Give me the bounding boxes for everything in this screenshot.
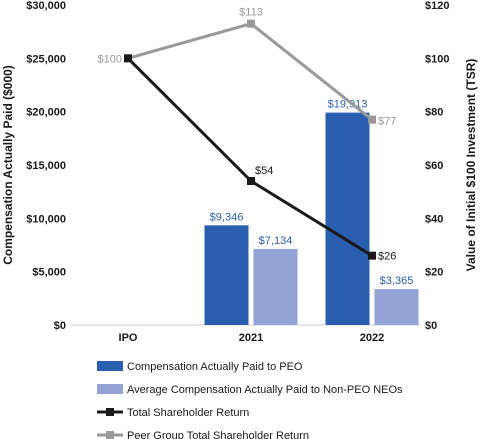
left-tick-label: $15,000 bbox=[26, 160, 66, 172]
line-data-label: $113 bbox=[239, 7, 263, 19]
right-axis-ticks: $0 $20 $40 $60 $80 $100 $120 bbox=[425, 0, 449, 332]
legend-label: Compensation Actually Paid to PEO bbox=[127, 361, 303, 373]
legend-swatch bbox=[97, 361, 123, 371]
legend: Compensation Actually Paid to PEO Average… bbox=[97, 361, 403, 439]
left-tick-label: $25,000 bbox=[26, 53, 66, 65]
bar-data-label: $7,134 bbox=[259, 235, 293, 247]
right-tick-label: $100 bbox=[425, 53, 449, 65]
right-axis-title: Value of Initial $100 Investment (TSR) bbox=[464, 59, 478, 272]
bar-data-label: $9,346 bbox=[210, 211, 244, 223]
legend-marker bbox=[106, 431, 114, 439]
left-tick-label: $30,000 bbox=[26, 0, 66, 12]
bar bbox=[204, 225, 249, 325]
legend-swatch bbox=[97, 384, 123, 394]
left-tick-label: $10,000 bbox=[26, 213, 66, 225]
legend-label: Average Compensation Actually Paid to No… bbox=[127, 384, 403, 396]
line-data-label: $54 bbox=[255, 165, 273, 177]
right-tick-label: $60 bbox=[425, 160, 443, 172]
right-tick-label: $20 bbox=[425, 267, 443, 279]
right-tick-label: $120 bbox=[425, 0, 449, 12]
line-data-label: $26 bbox=[378, 251, 396, 263]
left-tick-label: $20,000 bbox=[26, 107, 66, 119]
left-axis-title: Compensation Actually Paid ($000) bbox=[1, 65, 15, 265]
line-point bbox=[368, 251, 376, 260]
bar bbox=[374, 289, 419, 325]
right-tick-label: $0 bbox=[425, 320, 437, 332]
line-point bbox=[247, 19, 255, 28]
legend-label: Total Shareholder Return bbox=[127, 407, 249, 419]
line-point bbox=[247, 177, 255, 185]
line-data-label: $77 bbox=[378, 116, 396, 128]
bar-data-label: $3,365 bbox=[380, 275, 414, 287]
right-tick-label: $40 bbox=[425, 213, 443, 225]
legend-marker bbox=[106, 408, 114, 416]
bar bbox=[325, 112, 370, 325]
legend-label: Peer Group Total Shareholder Return bbox=[127, 430, 309, 439]
line-data-label: $100 bbox=[98, 53, 122, 65]
right-tick-label: $80 bbox=[425, 107, 443, 119]
bar bbox=[253, 248, 298, 325]
line-point bbox=[124, 54, 132, 63]
category-label: IPO bbox=[119, 332, 138, 344]
left-tick-label: $5,000 bbox=[32, 267, 66, 279]
category-label: 2021 bbox=[239, 332, 263, 344]
bars: $9,346$19,913$7,134$3,365 bbox=[204, 99, 419, 325]
left-axis-ticks: $0 $5,000 $10,000 $15,000 $20,000 $25,000 $30,… bbox=[26, 0, 66, 332]
lines: $100 $113 $77 $54 $26 bbox=[98, 7, 397, 263]
category-label: 2022 bbox=[360, 332, 384, 344]
left-tick-label: $0 bbox=[54, 320, 66, 332]
category-labels: IPO 2021 2022 bbox=[119, 332, 385, 344]
line-point bbox=[368, 115, 376, 124]
